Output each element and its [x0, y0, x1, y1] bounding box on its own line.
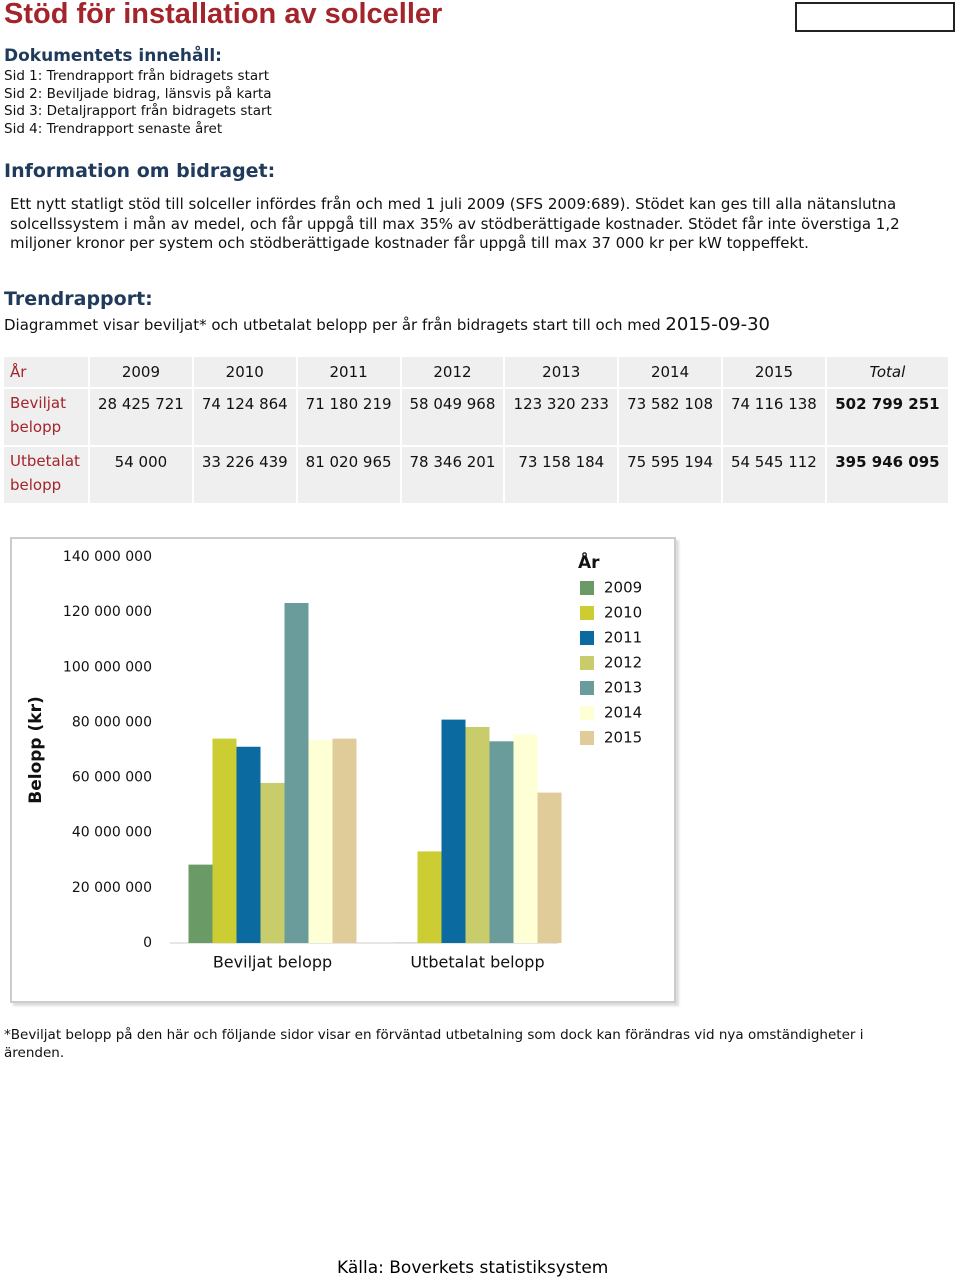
- bar: [465, 726, 490, 943]
- bar: [236, 746, 261, 943]
- legend-label: 2015: [604, 729, 642, 747]
- bar: [212, 738, 237, 943]
- trend-text: Diagrammet visar beviljat* och utbetalat…: [4, 315, 770, 336]
- bar: [260, 782, 285, 943]
- table-cell: 81 020 965: [295, 445, 402, 505]
- legend-swatch: [580, 581, 594, 595]
- contents-item: Sid 3: Detaljrapport från bidragets star…: [4, 103, 272, 119]
- table-cell: 74 116 138: [720, 387, 827, 447]
- legend-label: 2013: [604, 679, 642, 697]
- y-tick-label: 120 000 000: [63, 604, 152, 620]
- table-cell: 78 346 201: [399, 445, 506, 505]
- legend-label: 2011: [604, 629, 642, 647]
- table-cell: Beviljat belopp: [2, 387, 90, 447]
- chart-frame: [10, 537, 676, 1003]
- y-tick-label: 40 000 000: [72, 825, 152, 841]
- table-cell: 71 180 219: [295, 387, 402, 447]
- legend-label: 2009: [604, 579, 642, 597]
- y-tick-label: 0: [143, 935, 152, 951]
- bar: [513, 734, 538, 943]
- bar: [441, 719, 466, 943]
- table-cell: 73 158 184: [503, 445, 620, 505]
- legend-title: År: [578, 550, 600, 573]
- table-header-cell: 2015: [720, 355, 827, 389]
- table-cell: 395 946 095: [824, 445, 951, 505]
- y-tick-label: 80 000 000: [72, 714, 152, 730]
- table-header-cell: 2013: [503, 355, 620, 389]
- source: Källa: Boverkets statistiksystem: [337, 1258, 609, 1278]
- trend-heading: Trendrapport:: [4, 288, 153, 310]
- table-cell: 33 226 439: [191, 445, 298, 505]
- legend-swatch: [580, 706, 594, 720]
- table-cell: 58 049 968: [399, 387, 506, 447]
- table-row: Utbetalat belopp 54 000 33 226 439 81 020 9…: [2, 445, 951, 505]
- logo-box: [795, 2, 955, 32]
- table-header-cell: 2009: [88, 355, 194, 389]
- legend-swatch: [580, 656, 594, 670]
- table-cell: 123 320 233: [503, 387, 620, 447]
- legend-label: 2014: [604, 704, 642, 722]
- trend-description: Diagrammet visar beviljat* och utbetalat…: [4, 316, 661, 334]
- bar: [188, 864, 213, 943]
- contents-item: Sid 2: Beviljade bidrag, länsvis på kart…: [4, 85, 272, 102]
- y-tick-label: 140 000 000: [63, 549, 152, 565]
- legend-label: 2010: [604, 604, 642, 622]
- table-cell: Utbetalat belopp: [2, 445, 90, 505]
- info-text: Ett nytt statligt stöd till solceller in…: [10, 195, 900, 252]
- table-cell: 75 595 194: [617, 445, 723, 505]
- table-header-cell: 2012: [399, 355, 506, 389]
- bar: [284, 602, 309, 943]
- table-cell: 74 124 864: [191, 387, 298, 447]
- info-heading: Information om bidraget:: [4, 160, 276, 182]
- chart: Belopp (kr) År 0 20 000 000 40 000 000 60 0…: [26, 549, 642, 972]
- x-tick-label: Utbetalat belopp: [410, 953, 544, 972]
- footnote: *Beviljat belopp på den här och följande…: [4, 1027, 864, 1061]
- table-row: Beviljat belopp 28 425 721 74 124 864 71 18…: [2, 387, 951, 447]
- legend-label: 2012: [604, 654, 642, 672]
- bar: [332, 738, 357, 943]
- bar: [537, 792, 562, 943]
- table-cell: 73 582 108: [617, 387, 723, 447]
- bar: [308, 740, 333, 943]
- legend-swatch: [580, 631, 594, 645]
- x-tick-label: Beviljat belopp: [213, 953, 332, 972]
- contents-list: Sid 1: Trendrapport från bidragets start…: [4, 68, 272, 138]
- y-tick-label: 60 000 000: [72, 770, 152, 786]
- y-tick-label: 20 000 000: [72, 880, 152, 896]
- legend-swatch: [580, 681, 594, 695]
- table-header-cell: År: [2, 355, 90, 389]
- table-header-cell: 2014: [617, 355, 723, 389]
- legend-swatch: [580, 606, 594, 620]
- table-cell: 28 425 721: [88, 387, 194, 447]
- table-header-cell: 2011: [295, 355, 402, 389]
- legend-swatch: [580, 731, 594, 745]
- table-cell: 54 545 112: [720, 445, 827, 505]
- contents-item: Sid 4: Trendrapport senaste året: [4, 120, 223, 137]
- table-cell: 502 799 251: [824, 387, 951, 447]
- table-header-cell: 2010: [191, 355, 298, 389]
- table-header-row: År 2009 2010 2011 2012 2013 2014 2015 Total: [2, 355, 951, 389]
- data-table: År 2009 2010 2011 2012 2013 2014 2015 Total Bevil…: [2, 355, 951, 505]
- bar: [489, 741, 514, 943]
- contents-item: Sid 1: Trendrapport från bidragets start: [4, 68, 269, 84]
- trend-date: 2015-09-30: [665, 314, 770, 335]
- contents-heading: Dokumentets innehåll:: [4, 46, 222, 66]
- bar: [417, 851, 442, 943]
- page-title: Stöd för installation av solceller: [4, 0, 443, 30]
- y-axis-title: Belopp (kr): [26, 696, 46, 803]
- table-header-cell: Total: [824, 355, 951, 389]
- table-cell: 54 000: [88, 445, 194, 505]
- y-tick-label: 100 000 000: [63, 659, 152, 675]
